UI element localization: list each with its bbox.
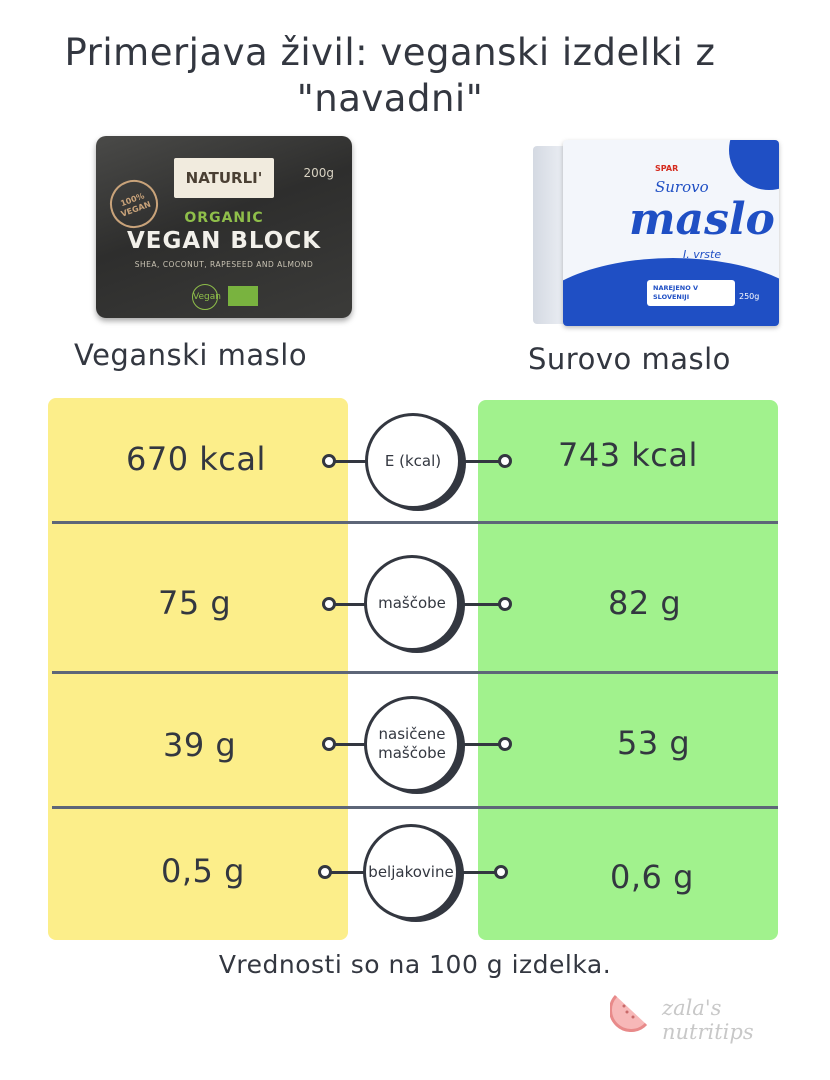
- left-column: [48, 398, 348, 940]
- row-divider: [52, 521, 778, 524]
- butter-brand: SPAR: [655, 164, 679, 173]
- butter-origin-label: NAREJENO V SLOVENIJI: [647, 280, 735, 306]
- right-value-protein: 0,6 g: [610, 858, 694, 896]
- row-label-protein: beljakovine: [368, 862, 454, 881]
- row-label-saturated-fat: nasičene maščobe: [378, 725, 446, 762]
- butter-face: SPAR Surovo maslo I. vrste NAREJENO V SL…: [563, 140, 779, 326]
- right-value-saturated-fat: 53 g: [617, 724, 691, 762]
- vegan-block-image: NATURLI' 200g 100% VEGAN ORGANIC VEGAN B…: [96, 136, 352, 318]
- row-divider: [52, 671, 778, 674]
- vegan-ingredients: SHEA, COCONUT, RAPESEED AND ALMOND: [134, 260, 314, 269]
- right-value-energy: 743 kcal: [558, 436, 698, 474]
- butter-line2: maslo: [629, 194, 775, 245]
- butter-line1: Surovo: [655, 178, 709, 196]
- vegan-logo-icon: Vegan: [192, 284, 221, 310]
- left-value-fat: 75 g: [158, 584, 232, 622]
- page-title: Primerjava živil: veganski izdelki z "na…: [64, 31, 716, 120]
- right-product-name: Surovo maslo: [528, 342, 731, 376]
- vegan-weight: 200g: [303, 166, 334, 180]
- watermelon-icon: [609, 994, 648, 1032]
- connector-dot: [322, 454, 336, 468]
- connector-dot: [498, 454, 512, 468]
- butter-line3: I. vrste: [683, 248, 722, 261]
- row-label-fat: maščobe: [378, 593, 446, 612]
- vegan-product-name: VEGAN BLOCK: [126, 228, 322, 254]
- connector-dot: [498, 737, 512, 751]
- left-value-energy: 670 kcal: [126, 440, 266, 478]
- signature-watermark: zala's nutritips: [609, 988, 810, 1044]
- connector-dot: [494, 865, 508, 879]
- label-circle-saturated-fat: nasičene maščobe: [364, 696, 460, 792]
- vegan-brand: NATURLI': [174, 158, 274, 198]
- row-label-energy: E (kcal): [384, 451, 442, 470]
- left-value-saturated-fat: 39 g: [163, 726, 237, 764]
- label-circle-protein: beljakovine: [363, 824, 459, 920]
- vegan-organic: ORGANIC: [184, 210, 264, 226]
- footnote: Vrednosti so na 100 g izdelka.: [218, 950, 612, 979]
- connector-dot: [498, 597, 512, 611]
- connector-dot: [322, 737, 336, 751]
- signature-text: zala's nutritips: [662, 996, 754, 1044]
- eu-organic-icon: [228, 286, 258, 306]
- butter-weight: 250g: [739, 292, 760, 301]
- label-circle-energy: E (kcal): [365, 413, 461, 509]
- connector-dot: [322, 597, 336, 611]
- connector-dot: [318, 865, 332, 879]
- left-value-protein: 0,5 g: [161, 852, 245, 890]
- right-value-fat: 82 g: [608, 584, 682, 622]
- right-column: [478, 400, 778, 940]
- label-circle-fat: maščobe: [364, 555, 460, 651]
- butter-image: SPAR Surovo maslo I. vrste NAREJENO V SL…: [533, 132, 780, 332]
- row-divider: [52, 806, 778, 809]
- left-product-name: Veganski maslo: [74, 338, 308, 372]
